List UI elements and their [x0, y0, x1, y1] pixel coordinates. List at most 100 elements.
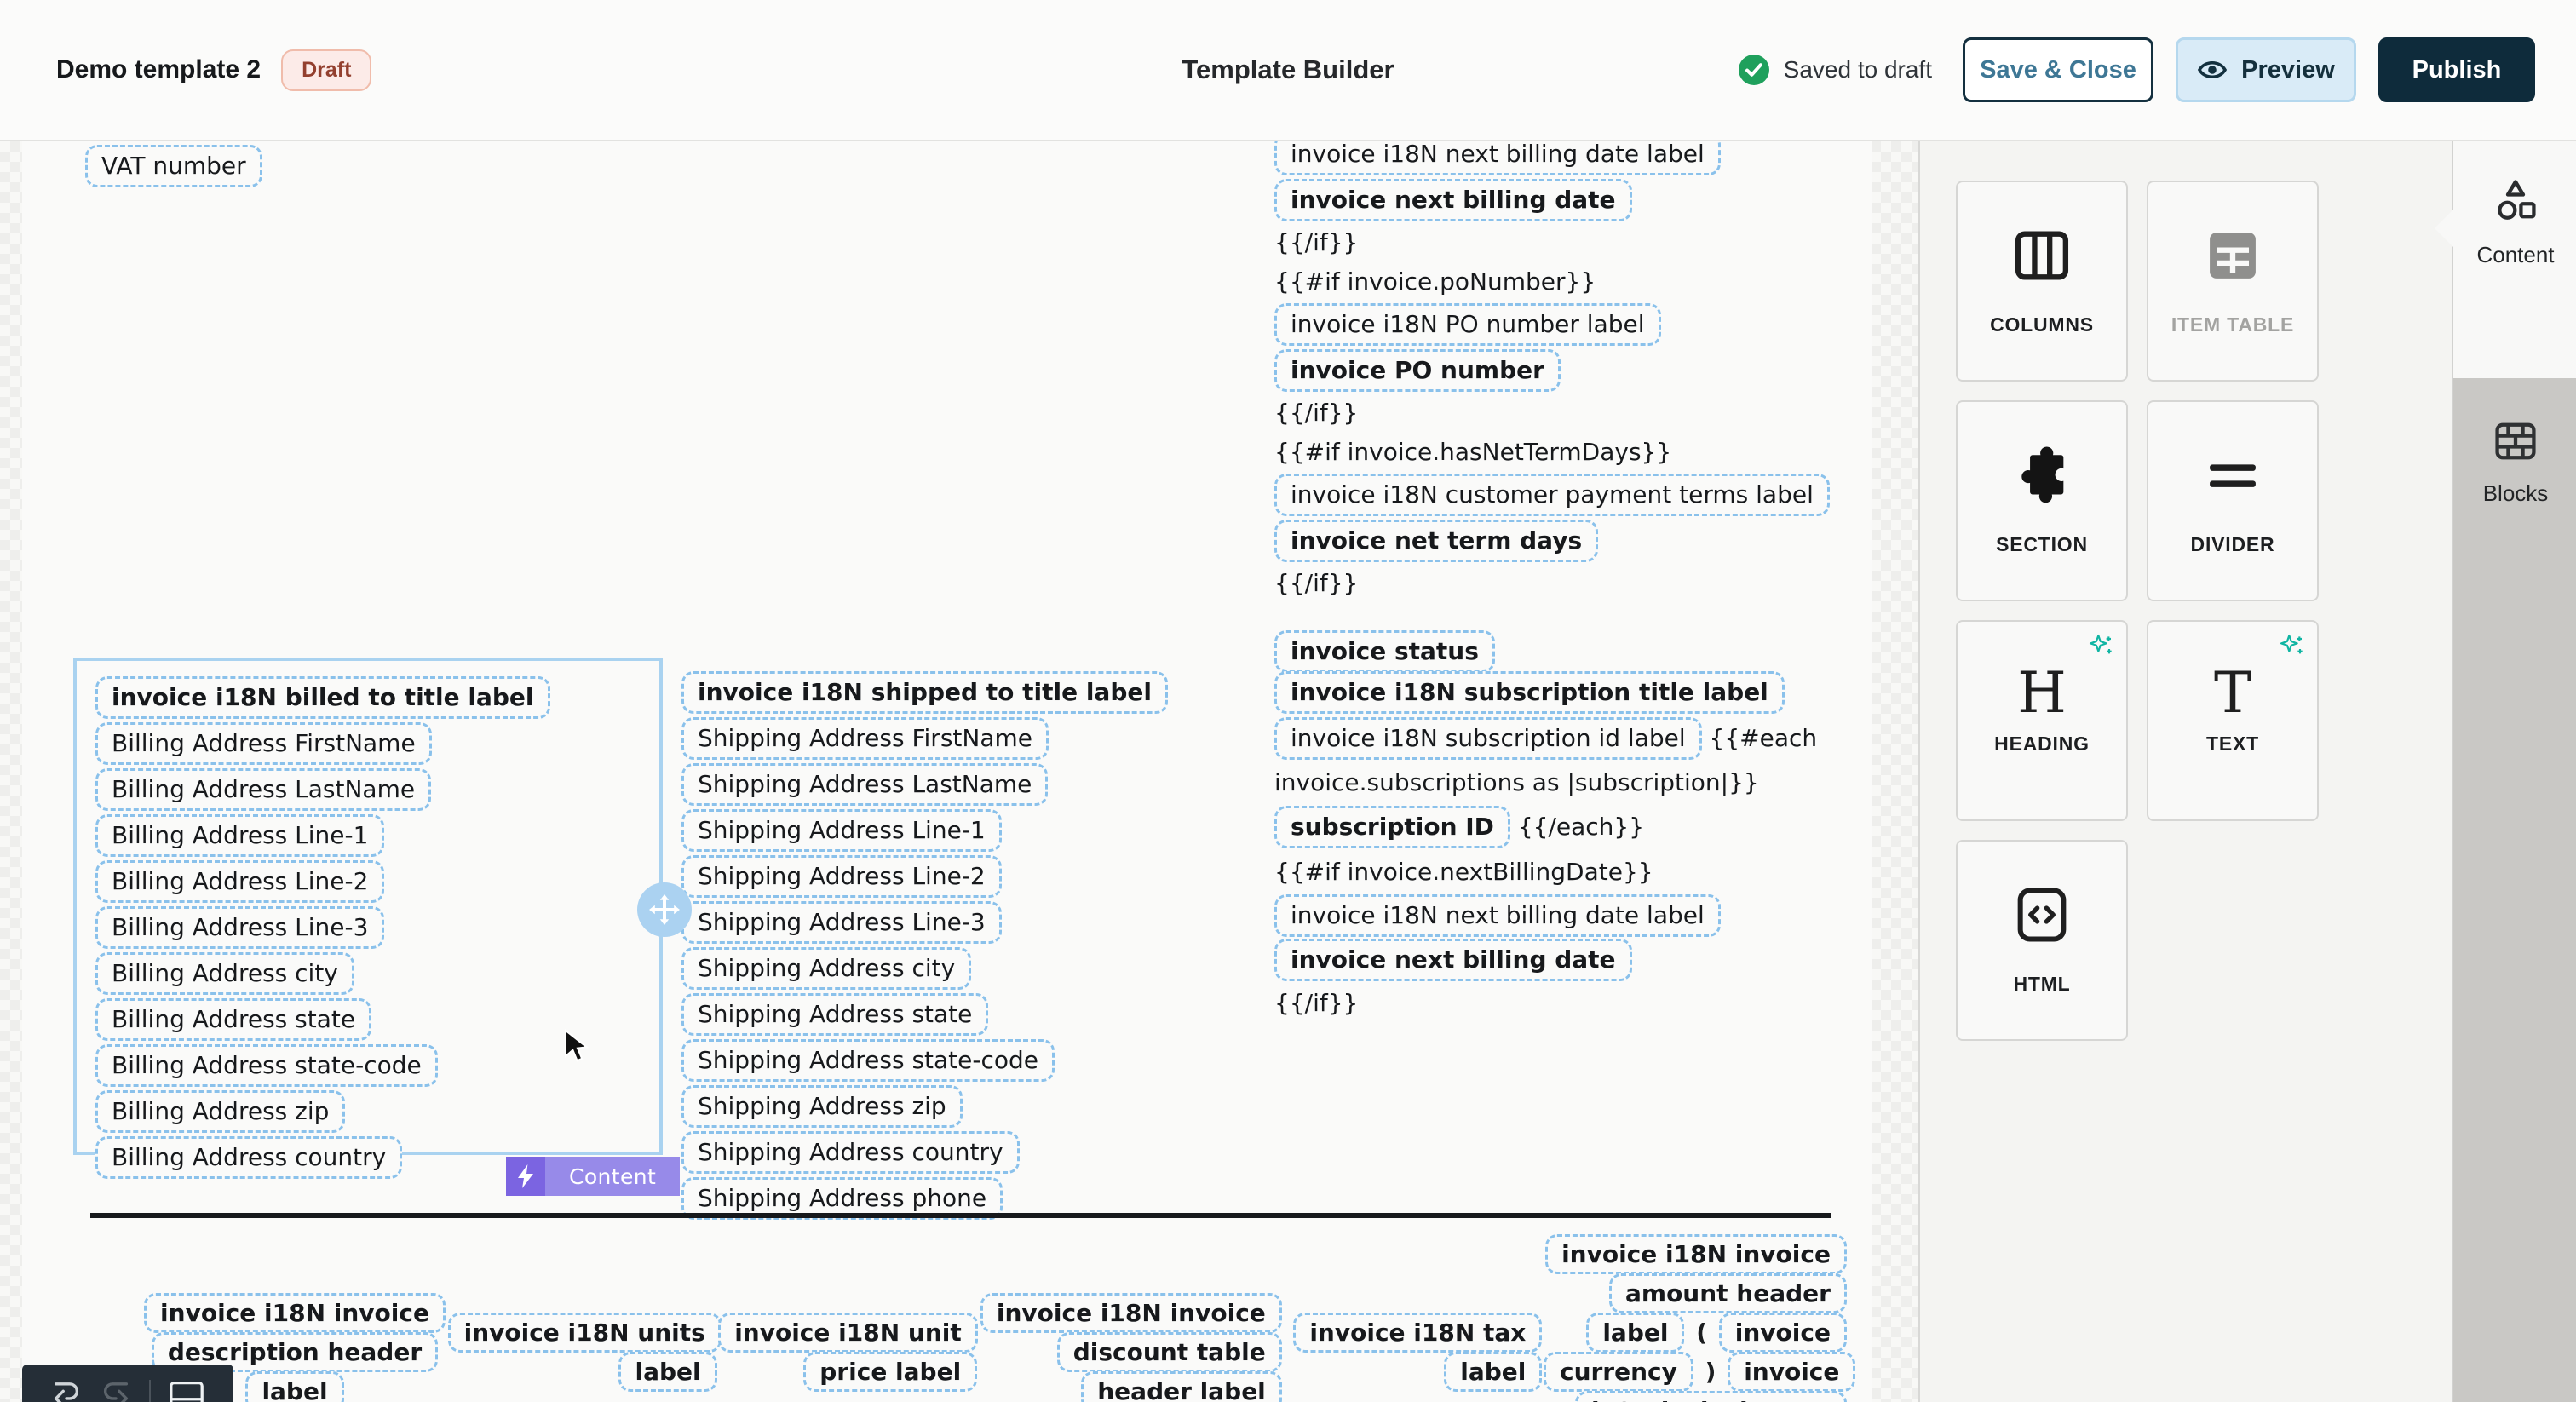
publish-button[interactable]: Publish — [2378, 37, 2535, 102]
block-card-html[interactable]: HTML — [1956, 840, 2128, 1041]
desktop-view-icon[interactable] — [168, 1380, 205, 1402]
top-bar: Demo template 2 Draft Template Builder S… — [0, 0, 2576, 141]
shipping-token[interactable]: Shipping Address Line-3 — [681, 901, 1002, 944]
each-open-code: {{#each invoice.subscriptions as |subscr… — [1274, 724, 1818, 796]
col-unit-price-header[interactable]: invoice i18N unit price label — [718, 1313, 978, 1392]
block-move-handle[interactable] — [637, 882, 692, 937]
next-billing-value-token[interactable]: invoice next billing date — [1274, 939, 1632, 981]
template-token[interactable]: invoice i18N customer payment terms labe… — [1274, 474, 1830, 516]
billing-token[interactable]: Billing Address Line-3 — [95, 906, 385, 949]
col-amount-header[interactable]: invoice i18N invoice amount header label… — [1543, 1234, 1856, 1402]
tab-blocks[interactable]: Blocks — [2453, 378, 2576, 566]
save-status: Saved to draft — [1738, 54, 1932, 86]
close-paren: ) — [1705, 1358, 1716, 1386]
subscription-id-token[interactable]: subscription ID — [1274, 806, 1510, 848]
preview-label: Preview — [2241, 55, 2335, 83]
template-token[interactable]: {{#if invoice.hasNetTermDays}} — [1274, 438, 1672, 466]
lightning-icon — [506, 1157, 545, 1196]
discount-header-token[interactable]: invoice i18N invoice discount table head… — [980, 1293, 1282, 1402]
section-puzzle-icon — [2021, 446, 2064, 503]
redo-icon[interactable] — [100, 1381, 132, 1402]
template-token[interactable]: invoice i18N PO number label — [1274, 303, 1661, 346]
template-title-group: Demo template 2 Draft — [56, 49, 372, 91]
block-card-columns[interactable]: COLUMNS — [1956, 181, 2128, 382]
columns-icon — [2015, 231, 2069, 280]
col-discount-header[interactable]: invoice i18N invoice discount table head… — [979, 1293, 1282, 1402]
block-card-item-table[interactable]: ITEM TABLE — [2147, 181, 2319, 382]
next-billing-label-token[interactable]: invoice i18N next billing date label — [1274, 894, 1721, 937]
shipping-token[interactable]: Shipping Address LastName — [681, 763, 1049, 806]
billing-token[interactable]: Billing Address FirstName — [95, 722, 432, 765]
move-icon — [649, 894, 680, 925]
billing-token[interactable]: Billing Address Line-1 — [95, 814, 385, 857]
subscription-id-label-token[interactable]: invoice i18N subscription id label — [1274, 717, 1702, 760]
heading-icon: H — [2017, 660, 2067, 726]
blocks-panel: COLUMNS ITEM TABLE SECTION — [1918, 141, 2452, 1402]
tab-blocks-label: Blocks — [2482, 480, 2549, 506]
billing-token[interactable]: Billing Address state-code — [95, 1044, 438, 1087]
tab-content-label: Content — [2476, 242, 2555, 267]
card-label: TEXT — [2206, 733, 2259, 755]
save-close-button[interactable]: Save & Close — [1963, 37, 2153, 102]
shipping-token[interactable]: invoice i18N shipped to title label — [681, 671, 1168, 714]
col-tax-header[interactable]: invoice i18N tax label — [1283, 1313, 1543, 1392]
status-badge: Draft — [281, 49, 372, 91]
billing-token[interactable]: Billing Address state — [95, 998, 372, 1041]
shipping-address-block[interactable]: invoice i18N shipped to title label Shipp… — [681, 669, 1168, 1221]
billing-token[interactable]: Billing Address country — [95, 1136, 403, 1179]
template-token[interactable]: {{/if}} — [1274, 569, 1359, 597]
active-tab-notch — [2435, 210, 2453, 247]
template-token[interactable]: invoice net term days — [1274, 520, 1599, 562]
tax-label-token[interactable]: invoice i18N tax label — [1293, 1313, 1543, 1392]
if-close-code: {{/if}} — [1274, 989, 1359, 1017]
divider-block[interactable] — [90, 1213, 1831, 1218]
canvas-toolbar — [22, 1365, 233, 1402]
card-label: DIVIDER — [2190, 533, 2275, 555]
shipping-token[interactable]: Shipping Address city — [681, 947, 972, 990]
shipping-token[interactable]: Shipping Address country — [681, 1131, 1020, 1174]
editor-canvas[interactable]: VAT number invoice i18N next billing dat… — [0, 141, 1918, 1402]
template-token[interactable]: invoice next billing date — [1274, 179, 1632, 221]
conditional-fields-group: invoice i18N next billing date label invo… — [1274, 141, 1830, 675]
shipping-token[interactable]: Shipping Address phone — [681, 1177, 1003, 1220]
billing-token[interactable]: Billing Address Line-2 — [95, 860, 385, 903]
unit-price-token[interactable]: invoice i18N unit price label — [718, 1313, 978, 1392]
shipping-token[interactable]: Shipping Address zip — [681, 1085, 963, 1128]
block-card-section[interactable]: SECTION — [1956, 400, 2128, 601]
shipping-token[interactable]: Shipping Address state — [681, 993, 989, 1036]
content-block-badge[interactable]: Content — [506, 1157, 681, 1196]
block-card-heading[interactable]: H HEADING — [1956, 620, 2128, 821]
subscription-block[interactable]: invoice i18N subscription title label in… — [1274, 669, 1837, 1026]
shipping-token[interactable]: Shipping Address FirstName — [681, 717, 1049, 760]
preview-button[interactable]: Preview — [2176, 37, 2356, 102]
divider-icon — [2210, 464, 2256, 487]
col-units-header[interactable]: invoice i18N units label — [447, 1313, 722, 1392]
item-table-icon — [2210, 233, 2256, 279]
billing-token[interactable]: Billing Address LastName — [95, 768, 432, 811]
billing-token[interactable]: invoice i18N billed to title label — [95, 676, 550, 719]
template-token[interactable]: {{/if}} — [1274, 228, 1359, 256]
billing-address-block[interactable]: invoice i18N billed to title label Billin… — [73, 658, 663, 1179]
card-label: HTML — [2013, 973, 2071, 995]
vat-number-token[interactable]: VAT number — [85, 145, 262, 187]
units-label-token[interactable]: invoice i18N units label — [447, 1313, 722, 1392]
subscription-title-token[interactable]: invoice i18N subscription title label — [1274, 671, 1785, 714]
tab-content[interactable]: Content — [2435, 141, 2576, 378]
item-table-header-row: invoice i18N invoice description header … — [143, 1164, 1856, 1402]
template-token[interactable]: invoice status — [1274, 630, 1495, 673]
template-token[interactable]: {{/if}} — [1274, 399, 1359, 427]
check-circle-icon — [1738, 55, 1769, 85]
template-token[interactable]: invoice i18N next billing date label — [1274, 141, 1721, 175]
template-token[interactable]: {{#if invoice.poNumber}} — [1274, 267, 1596, 296]
shipping-token[interactable]: Shipping Address Line-1 — [681, 809, 1002, 852]
block-card-text[interactable]: T TEXT — [2147, 620, 2319, 821]
template-token[interactable]: invoice PO number — [1274, 349, 1561, 392]
billing-token[interactable]: Billing Address city — [95, 952, 354, 995]
block-card-divider[interactable]: DIVIDER — [2147, 400, 2319, 601]
undo-icon[interactable] — [50, 1381, 83, 1402]
shipping-token[interactable]: Shipping Address Line-2 — [681, 855, 1002, 898]
shipping-token[interactable]: Shipping Address state-code — [681, 1039, 1055, 1082]
billing-token[interactable]: Billing Address zip — [95, 1090, 346, 1133]
template-name: Demo template 2 — [56, 55, 262, 83]
